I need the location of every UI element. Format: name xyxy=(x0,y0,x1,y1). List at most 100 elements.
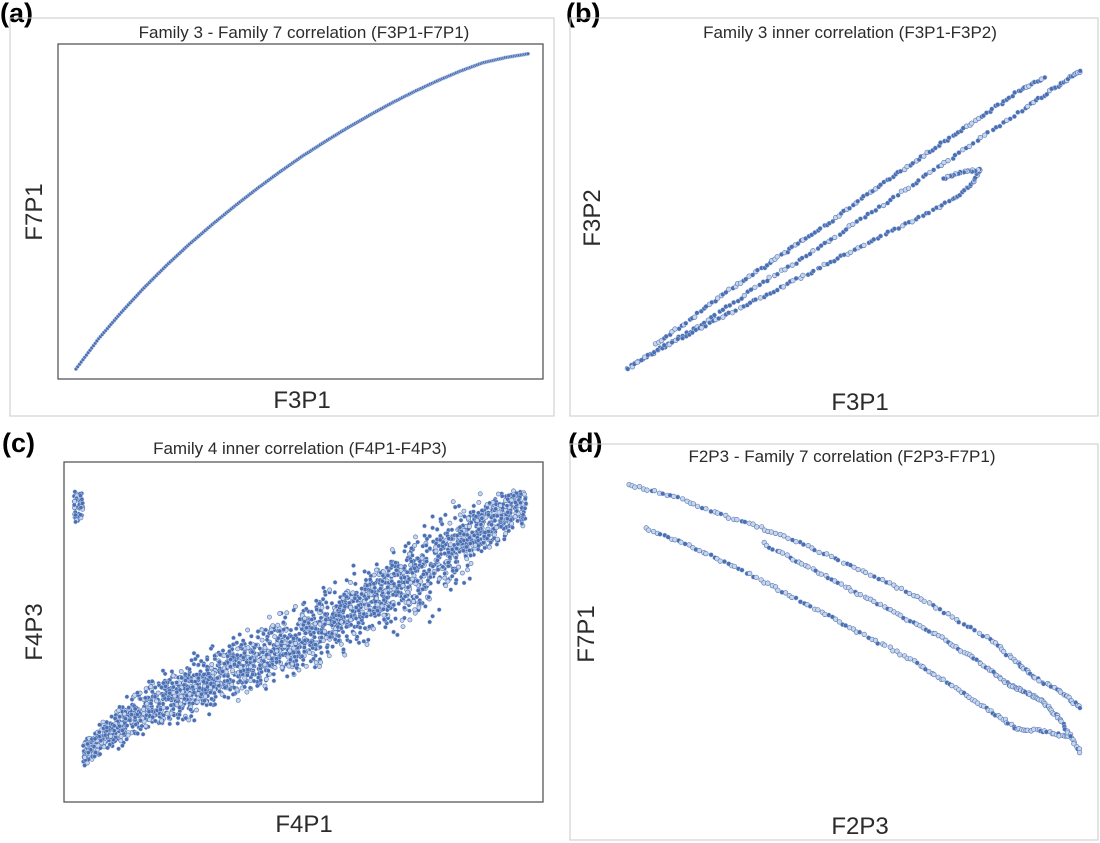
scatter-point xyxy=(504,516,510,522)
scatter-point xyxy=(473,514,479,519)
scatter-point xyxy=(322,628,328,634)
scatter-point xyxy=(277,611,283,616)
scatter-point xyxy=(337,599,342,605)
scatter-point xyxy=(864,191,870,197)
scatter-point xyxy=(126,705,132,710)
scatter-point xyxy=(894,585,900,591)
scatter-point xyxy=(85,741,90,747)
scatter-point xyxy=(894,648,900,654)
scatter-point xyxy=(898,585,905,591)
scatter-point xyxy=(222,685,228,690)
scatter-point xyxy=(274,659,279,665)
scatter-point xyxy=(312,621,318,627)
scatter-point xyxy=(453,559,459,565)
scatter-point xyxy=(498,515,504,521)
scatter-point xyxy=(1077,68,1083,74)
scatter-point xyxy=(430,563,436,569)
scatter-point xyxy=(243,679,249,685)
scatter-point xyxy=(405,589,411,595)
scatter-point xyxy=(255,635,261,640)
scatter-point xyxy=(272,665,278,671)
scatter-point xyxy=(871,598,877,604)
scatter-point xyxy=(487,500,492,506)
scatter-point xyxy=(976,630,983,636)
scatter-point xyxy=(178,669,184,674)
scatter-point xyxy=(407,617,413,623)
scatter-point xyxy=(442,571,448,576)
scatter-point xyxy=(188,707,194,713)
scatter-point xyxy=(671,493,677,499)
scatter-point xyxy=(191,718,197,723)
scatter-point xyxy=(234,640,240,646)
scatter-point xyxy=(414,594,420,600)
scatter-point xyxy=(515,518,520,524)
scatter-point xyxy=(188,713,194,719)
scatter-point xyxy=(436,607,442,613)
scatter-point xyxy=(301,600,307,606)
scatter-point xyxy=(754,267,760,273)
scatter-point xyxy=(984,634,990,640)
scatter-point xyxy=(442,575,448,581)
scatter-point xyxy=(341,608,346,614)
chart-b: Family 3 inner correlation (F3P1-F3P2) F… xyxy=(569,17,1099,417)
scatter-point xyxy=(212,690,217,696)
scatter-point xyxy=(302,637,308,643)
scatter-point xyxy=(460,548,466,554)
scatter-point xyxy=(275,622,281,628)
scatter-point xyxy=(166,714,172,720)
scatter-point xyxy=(225,673,231,679)
scatter-point xyxy=(325,649,330,655)
scatter-point xyxy=(789,262,795,268)
scatter-point xyxy=(465,567,470,573)
scatter-point xyxy=(341,647,346,652)
scatter-point xyxy=(183,715,189,721)
scatter-point xyxy=(322,589,328,595)
scatter-point xyxy=(287,639,293,645)
scatter-point xyxy=(885,229,891,235)
scatter-point xyxy=(1044,91,1050,97)
scatter-point xyxy=(484,536,490,541)
scatter-point xyxy=(160,668,166,674)
scatter-point xyxy=(319,635,324,640)
scatter-point xyxy=(876,204,882,210)
scatter-point xyxy=(352,595,358,601)
scatter-point xyxy=(232,662,237,667)
scatter-point xyxy=(111,723,117,729)
scatter-point xyxy=(831,258,837,264)
scatter-point xyxy=(168,702,174,708)
scatter-point xyxy=(921,598,927,604)
scatter-point xyxy=(152,685,158,690)
scatter-point xyxy=(201,683,207,689)
scatter-point xyxy=(332,637,338,642)
scatter-point xyxy=(456,503,462,509)
scatter-point xyxy=(263,686,269,692)
scatter-point xyxy=(338,625,344,631)
scatter-point xyxy=(885,200,891,206)
scatter-point xyxy=(402,594,408,599)
scatter-point xyxy=(284,674,290,679)
scatter-point xyxy=(419,564,425,570)
scatter-point xyxy=(997,123,1003,129)
scatter-point xyxy=(980,113,986,119)
scatter-point xyxy=(389,547,395,553)
scatter-point xyxy=(353,581,358,587)
scatter-point xyxy=(361,638,367,644)
scatter-point xyxy=(690,501,696,507)
scatter-point xyxy=(774,271,780,277)
scatter-point xyxy=(380,569,386,574)
scatter-point xyxy=(281,620,286,625)
scatter-point xyxy=(378,586,383,592)
scatter-point xyxy=(292,654,298,660)
scatter-point xyxy=(443,512,448,518)
scatter-point xyxy=(1077,705,1083,711)
scatter-point xyxy=(927,169,933,175)
scatter-point xyxy=(293,640,298,646)
scatter-point xyxy=(303,606,309,612)
scatter-point xyxy=(394,567,399,573)
scatter-point xyxy=(271,678,277,684)
scatter-point xyxy=(227,649,232,654)
scatter-point xyxy=(420,586,426,592)
scatter-point xyxy=(302,619,307,624)
scatter-point xyxy=(781,533,787,539)
scatter-point xyxy=(362,625,368,631)
